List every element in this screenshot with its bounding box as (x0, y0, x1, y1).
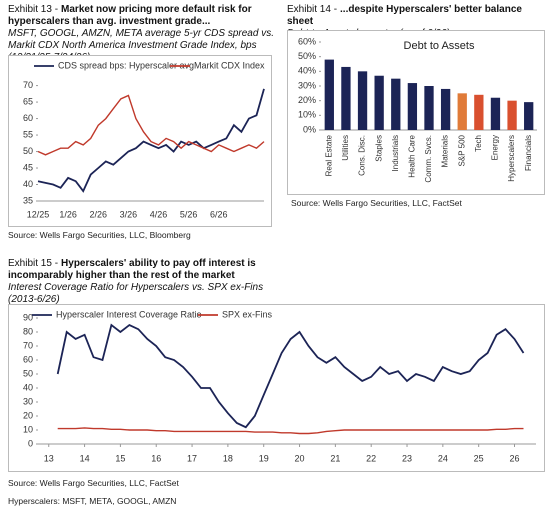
series-line (57, 427, 524, 435)
x-tick-label: Real Estate (324, 134, 333, 176)
exhibit-subtitle: Interest Coverage Ratio for Hyperscalers… (8, 282, 264, 305)
legend-label: CDS spread bps: Hyperscaler avg (58, 60, 194, 70)
y-tick-label: 0% (303, 124, 316, 134)
y-tick-label: 70 (23, 80, 33, 90)
x-tick-label: 6/26 (210, 209, 228, 219)
source: Source: Wells Fargo Securities, LLC, Blo… (8, 230, 191, 240)
y-tick-label: 60% (298, 36, 316, 46)
x-tick-label: Materials (441, 135, 450, 167)
y-tick-label: 90 (23, 312, 33, 322)
x-tick-label: 4/26 (150, 209, 168, 219)
y-tick-label: 20 (23, 410, 33, 420)
footnote: Hyperscalers: MSFT, META, GOOGL, AMZN (8, 496, 177, 506)
chart-frame (8, 304, 545, 472)
x-tick-label: Hyperscalers (507, 135, 516, 182)
x-tick-label: 17 (187, 453, 197, 463)
x-tick-label: 26 (509, 453, 519, 463)
x-tick-label: Energy (491, 135, 500, 160)
chart: 0 10 20 30 40 50 60 70 80 90 13 14 15 16 17 18 19 20 21 22 2… (8, 304, 545, 472)
x-tick-label: 2/26 (90, 209, 108, 219)
y-tick-label: 40 (23, 382, 33, 392)
exhibit-label: Exhibit 15 - (8, 258, 59, 269)
x-tick-label: 22 (366, 453, 376, 463)
y-tick-label: 30% (298, 80, 316, 90)
x-tick-label: Industrials (391, 135, 400, 171)
bar (507, 100, 517, 130)
series-line (56, 323, 525, 429)
x-tick-label: Cons. Disc. (358, 135, 367, 176)
x-tick-label: 21 (330, 453, 340, 463)
y-tick-label: 60 (23, 113, 33, 123)
x-tick-label: 24 (438, 453, 448, 463)
x-tick-label: 25 (474, 453, 484, 463)
x-tick-label: 13 (44, 453, 54, 463)
y-tick-label: 70 (23, 340, 33, 350)
legend-label: SPX ex-Fins (222, 309, 273, 319)
y-tick-label: 50 (23, 146, 33, 156)
bar (391, 78, 401, 130)
y-tick-label: 40% (298, 66, 316, 76)
series-line (37, 88, 265, 193)
y-tick-label: 10 (23, 424, 33, 434)
x-tick-label: 16 (151, 453, 161, 463)
x-tick-label: Staples (374, 135, 383, 162)
y-tick-label: 50% (298, 51, 316, 61)
y-tick-label: 50 (23, 368, 33, 378)
y-tick-label: 0 (28, 438, 33, 448)
y-tick-label: 65 (23, 96, 33, 106)
bar (490, 97, 501, 130)
x-tick-label: Health Care (407, 134, 416, 177)
x-tick-label: 3/26 (120, 209, 138, 219)
x-tick-label: 14 (80, 453, 90, 463)
exhibit-title: Market now pricing more default risk for… (8, 4, 252, 27)
legend-label: Hyperscaler Interest Coverage Ratio (56, 309, 202, 319)
bar (324, 59, 334, 130)
chart: 0% 10% 20% 30% 40% 50% 60% Debt to Assets Real E… (287, 30, 545, 195)
x-tick-label: 18 (223, 453, 233, 463)
bar (474, 94, 484, 130)
x-tick-label: Comm. Svcs. (424, 135, 433, 183)
x-tick-label: 20 (295, 453, 305, 463)
exhibit-title: Hyperscalers' ability to pay off interes… (8, 258, 256, 281)
y-tick-label: 30 (23, 396, 33, 406)
exhibit-title: ...despite Hyperscalers' better balance … (287, 4, 522, 27)
source: Source: Wells Fargo Securities, LLC, Fac… (8, 478, 179, 488)
y-tick-label: 60 (23, 354, 33, 364)
bar (440, 88, 451, 130)
bar (524, 102, 534, 130)
legend-label: Markit CDX Index (194, 60, 265, 70)
series-line (37, 94, 265, 156)
x-tick-label: Utilities (341, 135, 350, 161)
x-tick-label: 12/25 (27, 209, 50, 219)
x-tick-label: 23 (402, 453, 412, 463)
x-tick-label: 1/26 (59, 209, 77, 219)
x-tick-label: 15 (115, 453, 125, 463)
source: Source: Wells Fargo Securities, LLC, Fac… (291, 198, 462, 208)
bar (374, 75, 384, 130)
chart-title: Debt to Assets (404, 40, 475, 52)
chart-frame (8, 55, 272, 227)
x-tick-label: S&P 500 (457, 134, 466, 166)
x-tick-label: 19 (259, 453, 269, 463)
chart: 35 40 45 50 55 60 65 70 12/25 1/26 2/26 3/26 4/26 5/2… (8, 55, 272, 227)
y-tick-label: 45 (23, 162, 33, 172)
x-tick-label: 5/26 (180, 209, 198, 219)
bar (457, 93, 467, 130)
x-tick-label: Tech (474, 135, 483, 152)
y-tick-label: 20% (298, 95, 316, 105)
exhibit-label: Exhibit 14 - (287, 4, 338, 15)
y-tick-label: 80 (23, 326, 33, 336)
bar (357, 71, 368, 130)
y-tick-label: 55 (23, 129, 33, 139)
heading: Exhibit 15 - Hyperscalers' ability to pay… (8, 258, 278, 306)
y-tick-label: 40 (23, 179, 33, 189)
y-tick-label: 10% (298, 110, 316, 120)
bar (424, 86, 434, 130)
bar (407, 83, 418, 130)
x-tick-label: Financials (524, 135, 533, 171)
bar (341, 66, 351, 130)
exhibit-label: Exhibit 13 - (8, 4, 59, 15)
y-tick-label: 35 (23, 195, 33, 205)
